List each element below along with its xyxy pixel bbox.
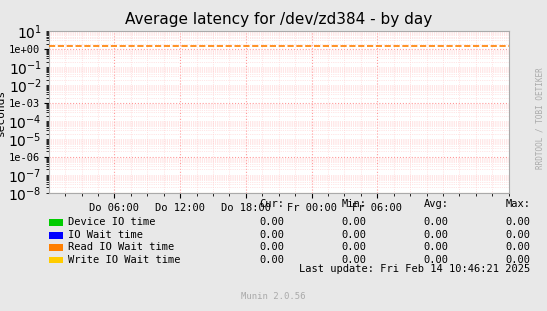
- Text: 0.00: 0.00: [259, 255, 284, 265]
- Text: 0.00: 0.00: [423, 242, 449, 252]
- Y-axis label: seconds: seconds: [0, 88, 5, 136]
- Text: 0.00: 0.00: [423, 230, 449, 240]
- Text: 0.00: 0.00: [423, 217, 449, 227]
- Text: 0.00: 0.00: [505, 230, 531, 240]
- Text: 0.00: 0.00: [341, 217, 366, 227]
- Text: Cur:: Cur:: [259, 199, 284, 209]
- Text: Munin 2.0.56: Munin 2.0.56: [241, 291, 306, 300]
- Text: Min:: Min:: [341, 199, 366, 209]
- Text: RRDTOOL / TOBI OETIKER: RRDTOOL / TOBI OETIKER: [536, 67, 544, 169]
- Text: 0.00: 0.00: [259, 242, 284, 252]
- Text: 0.00: 0.00: [505, 255, 531, 265]
- Text: 0.00: 0.00: [505, 217, 531, 227]
- Title: Average latency for /dev/zd384 - by day: Average latency for /dev/zd384 - by day: [125, 12, 433, 27]
- Text: Read IO Wait time: Read IO Wait time: [68, 242, 174, 252]
- Text: Last update: Fri Feb 14 10:46:21 2025: Last update: Fri Feb 14 10:46:21 2025: [299, 264, 531, 274]
- Text: Write IO Wait time: Write IO Wait time: [68, 255, 181, 265]
- Text: 0.00: 0.00: [341, 242, 366, 252]
- Text: Device IO time: Device IO time: [68, 217, 156, 227]
- Text: 0.00: 0.00: [505, 242, 531, 252]
- Text: 0.00: 0.00: [341, 230, 366, 240]
- Text: 0.00: 0.00: [423, 255, 449, 265]
- Text: Avg:: Avg:: [423, 199, 449, 209]
- Text: Max:: Max:: [505, 199, 531, 209]
- Text: 0.00: 0.00: [259, 230, 284, 240]
- Text: 0.00: 0.00: [341, 255, 366, 265]
- Text: 0.00: 0.00: [259, 217, 284, 227]
- Text: IO Wait time: IO Wait time: [68, 230, 143, 240]
